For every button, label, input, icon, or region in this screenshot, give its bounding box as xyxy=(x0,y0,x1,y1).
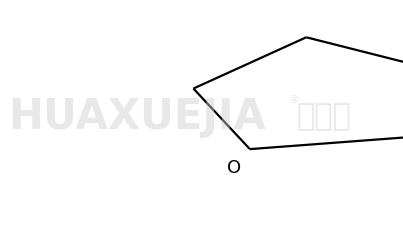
Text: HUAXUEJIA: HUAXUEJIA xyxy=(8,96,266,137)
Text: 化学加: 化学加 xyxy=(296,102,351,131)
Text: O: O xyxy=(226,159,241,177)
Text: ®: ® xyxy=(288,95,299,105)
